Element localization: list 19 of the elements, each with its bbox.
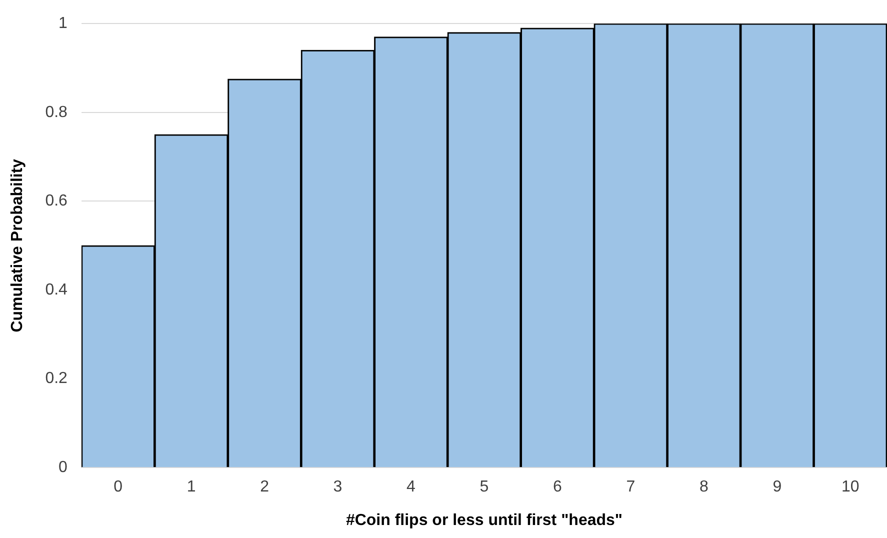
x-tick-label: 4 [406,478,416,496]
x-tick-label: 5 [480,478,489,496]
y-tick-label: 0.8 [45,104,68,121]
y-tick-label: 1 [58,15,68,32]
y-tick-label: 0 [58,459,68,476]
x-tick-label: 8 [699,478,708,496]
y-tick-label: 0.2 [45,370,68,388]
x-tick-label: 0 [114,478,123,496]
y-axis-title: Cumulative Probability [9,158,26,332]
x-axis-title: #Coin flips or less until first "heads" [346,512,622,529]
x-tick-label: 9 [772,478,782,496]
x-tick-label: 3 [333,478,342,496]
x-tick-label: 2 [260,478,270,496]
x-tick-label: 10 [841,478,860,496]
x-tick-label: 1 [186,478,196,496]
y-tick-label: 0.4 [45,281,68,298]
x-tick-label: 6 [553,478,562,496]
y-tick-label: 0.6 [45,192,68,210]
x-tick-label: 7 [626,478,636,496]
